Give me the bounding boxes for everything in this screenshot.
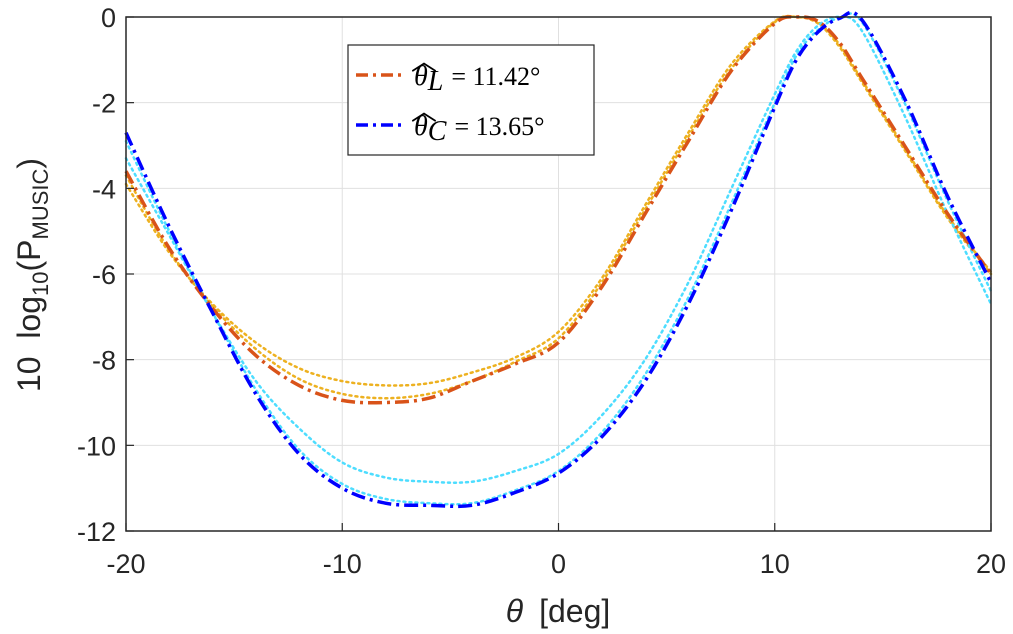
x-tick-label: 10	[760, 549, 790, 579]
legend: ︿ θL = 11.42° ︿ θC = 13.65°	[347, 44, 595, 156]
legend-entry-c: ︿ θC = 13.65°	[411, 97, 545, 147]
y-tick-label: -4	[92, 174, 116, 204]
y-tick-label: -8	[92, 346, 116, 376]
x-tick-label: -10	[323, 549, 362, 579]
y-axis-label-close: )	[11, 158, 47, 169]
y-axis-label: 10 log10(PMUSIC)	[11, 158, 53, 392]
legend-sub-c: C	[428, 116, 447, 147]
x-tick-label: 0	[551, 549, 566, 579]
y-axis-label-sub: 10	[28, 271, 53, 295]
y-axis-label-prefix: 10 log	[11, 296, 47, 392]
series-line-l	[124, 15, 993, 405]
x-tick-label: 20	[976, 549, 1006, 579]
series-line-c-trial-1	[124, 15, 993, 484]
series-line-c-trial-2	[124, 12, 993, 506]
legend-value-c: = 13.65°	[454, 112, 544, 141]
x-axis-label-unit: [deg]	[539, 593, 610, 629]
legend-symbol-c: θ	[414, 111, 428, 142]
x-axis-label-symbol: θ	[506, 593, 524, 629]
legend-label-l: θL = 11.42°	[414, 61, 540, 97]
x-axis-label: θ [deg]	[506, 593, 611, 629]
y-tick-label: -10	[77, 431, 116, 461]
y-tick-label: 0	[101, 3, 116, 33]
series-layer	[124, 10, 993, 509]
axis-ticks: -20 -10 0 10 20 0 -2 -4 -6 -8 -10 -12	[77, 3, 1006, 579]
y-axis-label-sub2: MUSIC	[28, 168, 53, 239]
legend-entry-l: ︿ θL = 11.42°	[411, 47, 540, 97]
series-line-l-trial-2	[124, 15, 993, 400]
legend-sub-l: L	[427, 66, 444, 97]
y-tick-label: -2	[92, 89, 116, 119]
legend-symbol-l: θ	[414, 61, 428, 92]
y-tick-label: -12	[77, 517, 116, 547]
y-tick-label: -6	[92, 260, 116, 290]
legend-value-l: = 11.42°	[451, 62, 540, 91]
legend-hat-c: ︿	[411, 97, 437, 126]
legend-box	[347, 44, 595, 156]
x-tick-label: -20	[106, 549, 145, 579]
y-axis-label-paren: (P	[11, 239, 47, 271]
legend-label-c: θC = 13.65°	[414, 111, 545, 147]
legend-hat-l: ︿	[411, 47, 437, 76]
